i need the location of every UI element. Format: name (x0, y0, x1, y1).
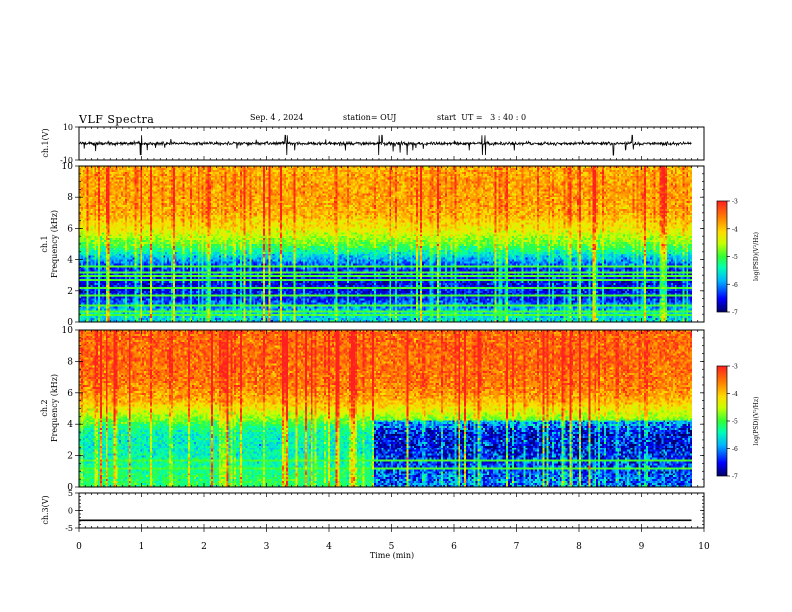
ch3-ylabel: ch.3(V) (41, 495, 50, 524)
x-axis-label: Time (min) (370, 551, 414, 560)
ch1-colorbar-label: log(PSD)(V²/Hz) (753, 232, 760, 281)
y-tick-label: 10 (62, 326, 74, 336)
date-label: Sep. 4 , 2024 (250, 113, 304, 122)
y-tick-label: 0 (67, 318, 73, 328)
y-tick-label: 2 (67, 287, 73, 297)
y-tick-label: -5 (65, 524, 73, 533)
y-tick-label: 0 (67, 483, 73, 493)
y-tick-label: 4 (67, 256, 73, 266)
y-tick-label: 0 (68, 507, 73, 516)
x-tick-label: 9 (639, 542, 645, 552)
y-tick-label: 10 (62, 162, 74, 172)
x-tick-label: 5 (389, 542, 395, 552)
ch1-spec-ylabel-2: Frequency (kHz) (50, 210, 59, 278)
station-label: station= OUJ (343, 113, 397, 122)
colorbar-tick-label: -3 (732, 199, 738, 206)
y-tick-label: 2 (67, 452, 73, 462)
ch1-trace (78, 134, 692, 156)
x-tick-label: 0 (76, 542, 82, 552)
x-tick-label: 8 (576, 542, 582, 552)
start-ut-label: start UT = 3 : 40 : 0 (437, 113, 527, 122)
panel-frame-4 (78, 492, 705, 529)
y-tick-label: 6 (67, 389, 73, 399)
y-tick-label: -10 (60, 156, 73, 165)
x-tick-label: 4 (326, 542, 332, 552)
y-tick-label: 5 (68, 489, 73, 498)
ch2-colorbar-label: log(PSD)(V²/Hz) (753, 397, 760, 446)
ch2-spec-ylabel-2: Frequency (kHz) (50, 374, 59, 442)
ch2-spectrogram-image (79, 330, 692, 487)
colorbar-tick-label: -4 (732, 226, 738, 233)
x-tick-label: 10 (698, 542, 710, 552)
figure-title: VLF Spectra (79, 113, 155, 126)
ch1-ylabel: ch.1(V) (41, 128, 50, 157)
colorbar-tick-label: -6 (732, 446, 738, 453)
colorbar-tick-label: -5 (732, 419, 738, 426)
x-tick-label: 7 (514, 542, 520, 552)
x-tick-label: 6 (451, 542, 457, 552)
y-tick-label: 8 (67, 357, 73, 367)
ch1-spec-ylabel-1: ch.1 (40, 235, 49, 252)
colorbar-tick-label: -6 (732, 282, 738, 289)
ch2-colorbar (716, 365, 728, 477)
x-tick-label: 3 (264, 542, 270, 552)
ch1-spectrogram-image (79, 166, 692, 322)
colorbar-tick-label: -5 (732, 254, 738, 261)
ch2-spec-ylabel-1: ch.2 (40, 399, 49, 416)
colorbar-tick-label: -7 (732, 474, 738, 481)
x-tick-label: 2 (201, 542, 207, 552)
y-tick-label: 4 (67, 420, 73, 430)
y-tick-label: 10 (63, 123, 73, 132)
y-tick-label: 6 (67, 224, 73, 234)
colorbar-tick-label: -3 (732, 364, 738, 371)
colorbar-tick-label: -4 (732, 391, 738, 398)
x-tick-label: 1 (139, 542, 145, 552)
ch1-colorbar (716, 200, 728, 313)
colorbar-tick-label: -7 (732, 310, 738, 317)
y-tick-label: 8 (67, 193, 73, 203)
